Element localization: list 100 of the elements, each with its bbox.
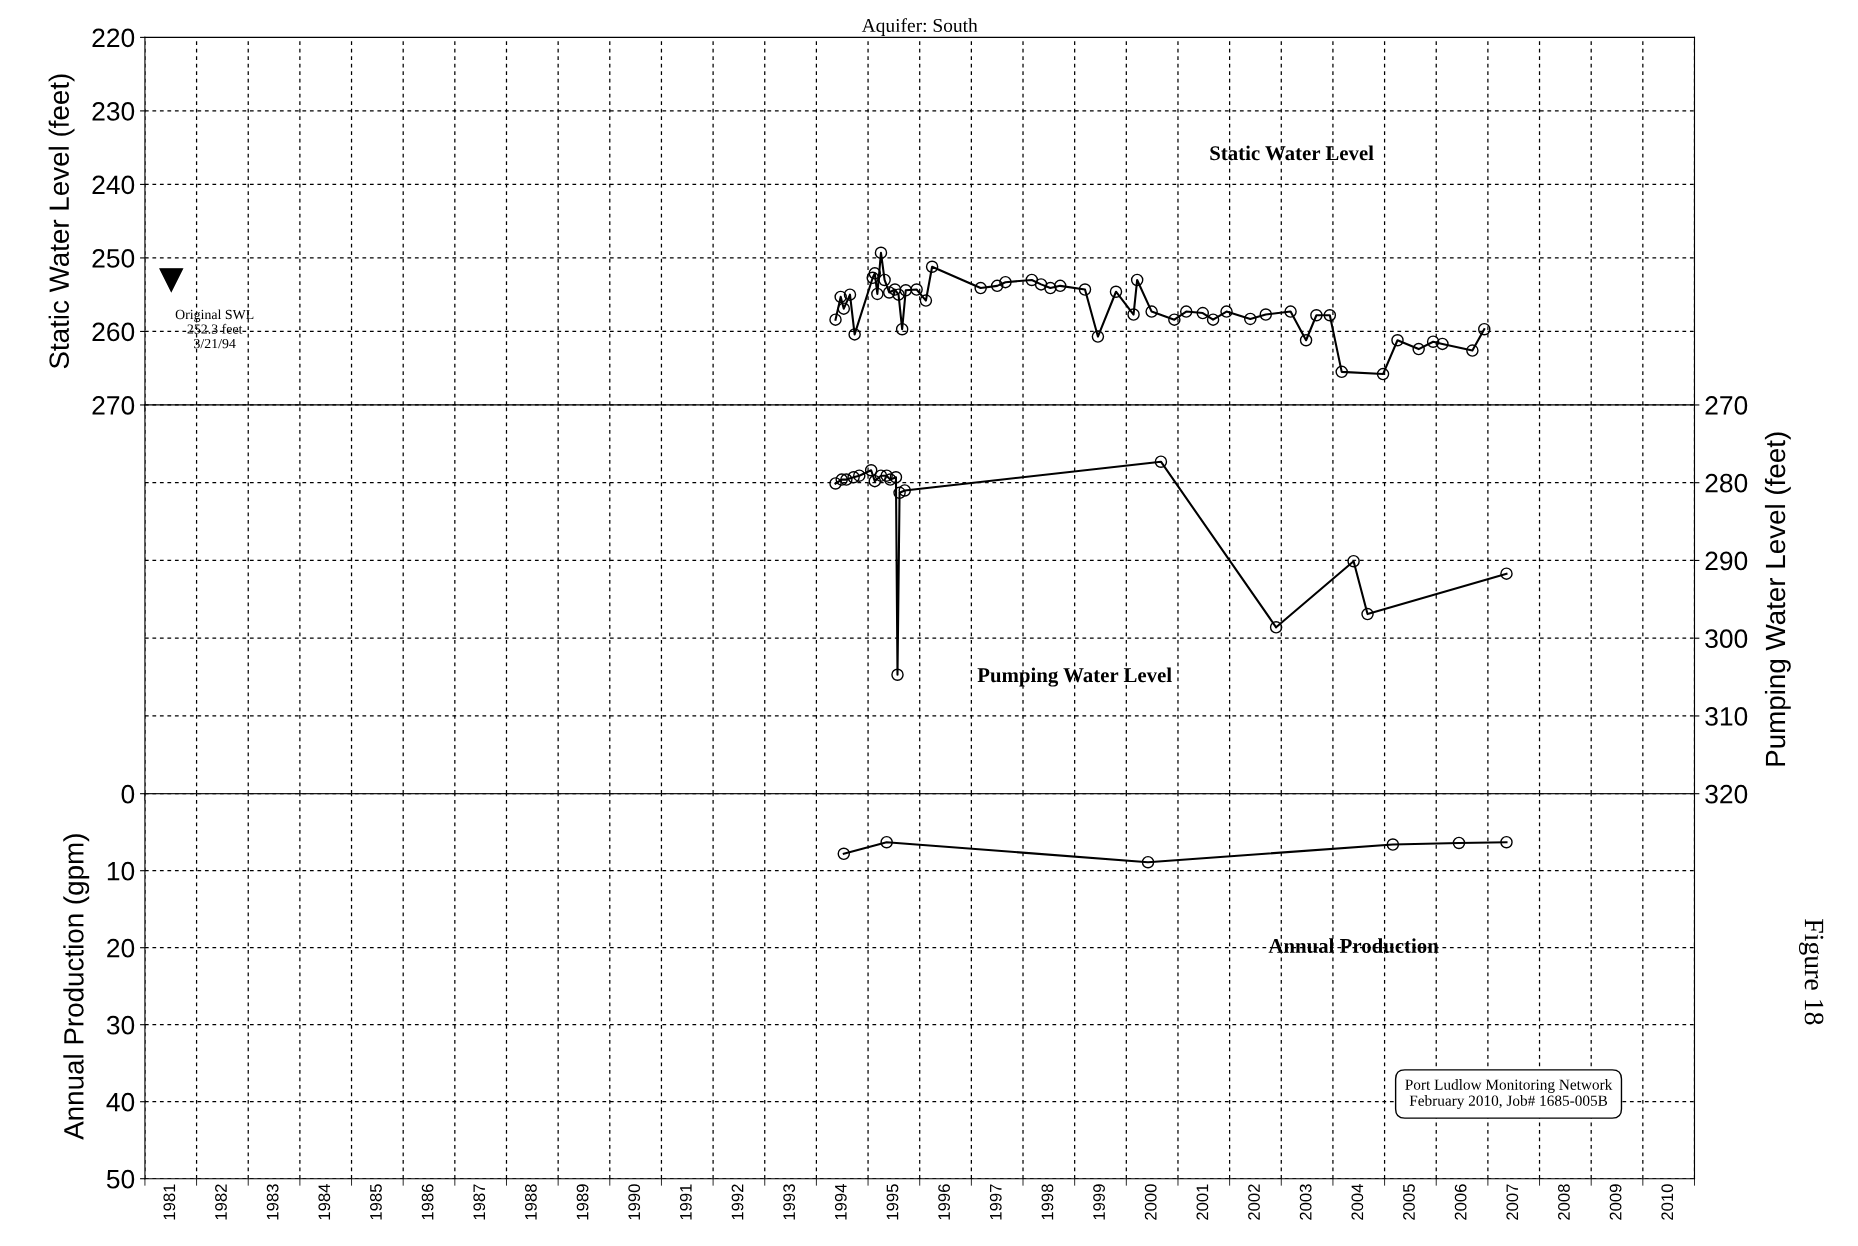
point (1284, 305, 1297, 318)
x-tick-label: 1988 (524, 1184, 537, 1220)
point (1078, 283, 1092, 296)
x-tick-label: 1990 (628, 1184, 641, 1220)
point (898, 484, 911, 497)
point (1391, 334, 1404, 347)
point (888, 283, 902, 296)
point (1196, 306, 1210, 320)
y-axis-title: Pumping Water Level (feet) (1764, 432, 1791, 766)
x-tick-label: 2008 (1558, 1184, 1570, 1220)
y-tick-label: 30 (106, 1015, 135, 1035)
point (1269, 621, 1283, 634)
point (1466, 344, 1479, 357)
point (1179, 305, 1193, 318)
y-tick-label: 310 (1705, 707, 1748, 726)
point (829, 477, 842, 490)
point (891, 668, 904, 681)
x-tick-label: 1985 (370, 1184, 382, 1220)
point (1335, 365, 1348, 379)
point (1044, 281, 1057, 295)
point (899, 284, 913, 297)
x-tick-label: 2003 (1299, 1184, 1312, 1220)
point (834, 290, 847, 304)
point (1386, 838, 1400, 851)
y-axis-title: Static Water Level (feet) (48, 74, 75, 369)
y-axis-title: Annual Production (gpm) (63, 834, 90, 1140)
point (868, 474, 882, 488)
point (864, 464, 878, 477)
point (843, 288, 857, 301)
point (880, 469, 893, 482)
y-tick-label: 280 (1705, 473, 1748, 493)
point (874, 469, 888, 482)
x-tick-label: 2002 (1248, 1184, 1260, 1220)
x-tick-label: 2001 (1196, 1184, 1209, 1220)
point (1299, 334, 1313, 347)
point (1141, 855, 1155, 869)
point (1452, 836, 1466, 850)
x-tick-label: 1981 (163, 1184, 176, 1220)
point (1091, 330, 1105, 343)
point (871, 287, 884, 301)
y-tick-label: 0 (121, 784, 135, 804)
point (892, 288, 905, 301)
point (1310, 309, 1323, 322)
x-tick-label: 1986 (421, 1184, 434, 1220)
x-tick-label: 2000 (1144, 1184, 1157, 1220)
point (893, 486, 906, 500)
text: Static Water Level (1210, 145, 1374, 161)
point (840, 473, 853, 486)
point (884, 473, 897, 486)
point (1220, 305, 1233, 318)
point (990, 279, 1004, 293)
point (1323, 309, 1337, 322)
point (1361, 607, 1374, 621)
x-tick-label: 1998 (1041, 1184, 1054, 1220)
point (1500, 567, 1513, 580)
point (910, 283, 923, 296)
point (1025, 273, 1039, 287)
y-tick-label: 220 (92, 28, 135, 48)
chart-title: Aquifer: South (861, 18, 978, 36)
x-tick-label: 2010 (1661, 1184, 1674, 1220)
x-tick-label: 1999 (1093, 1184, 1105, 1220)
point (1168, 313, 1181, 326)
point (829, 313, 842, 326)
x-tick-label: 2006 (1454, 1184, 1467, 1220)
x-tick-label: 1994 (834, 1184, 847, 1220)
point (1347, 554, 1360, 568)
point (895, 322, 909, 336)
x-tick-label: 1997 (989, 1184, 1002, 1220)
annotation: Original SWL 252.3 feet 3/21/94 (175, 309, 254, 349)
y-tick-label: 230 (92, 102, 135, 121)
y-tick-label: 300 (1705, 629, 1748, 649)
annotation: Port Ludlow Monitoring Network February 2010, Job# 1685-005B (1405, 1079, 1613, 1109)
x-tick-label: 2009 (1609, 1184, 1622, 1220)
x-tick-label: 1982 (215, 1184, 227, 1220)
point (999, 275, 1012, 289)
x-tick-label: 1984 (318, 1184, 331, 1220)
y-tick-label: 270 (92, 396, 135, 415)
x-tick-label: 1993 (783, 1184, 796, 1220)
y-tick-label: 20 (107, 938, 135, 958)
point (868, 267, 882, 280)
x-tick-label: 1989 (576, 1184, 589, 1220)
y-tick-label: 320 (1705, 784, 1748, 804)
point (853, 469, 866, 482)
point (878, 273, 891, 287)
point (1130, 273, 1144, 287)
point (1426, 335, 1440, 348)
point (837, 847, 851, 861)
x-tick-label: 1996 (938, 1184, 951, 1220)
x-tick-label: 2005 (1403, 1184, 1415, 1220)
y-tick-label: 50 (106, 1169, 135, 1189)
caption: Figure 18 (1798, 919, 1824, 1025)
x-tick-label: 1983 (266, 1184, 279, 1220)
x-tick-label: 2007 (1506, 1184, 1519, 1220)
x-tick-label: 1992 (731, 1184, 744, 1220)
point (1436, 337, 1449, 351)
point (835, 473, 848, 486)
point (1034, 278, 1048, 291)
point (837, 302, 851, 315)
point (1154, 455, 1168, 468)
y-tick-label: 10 (107, 861, 135, 881)
